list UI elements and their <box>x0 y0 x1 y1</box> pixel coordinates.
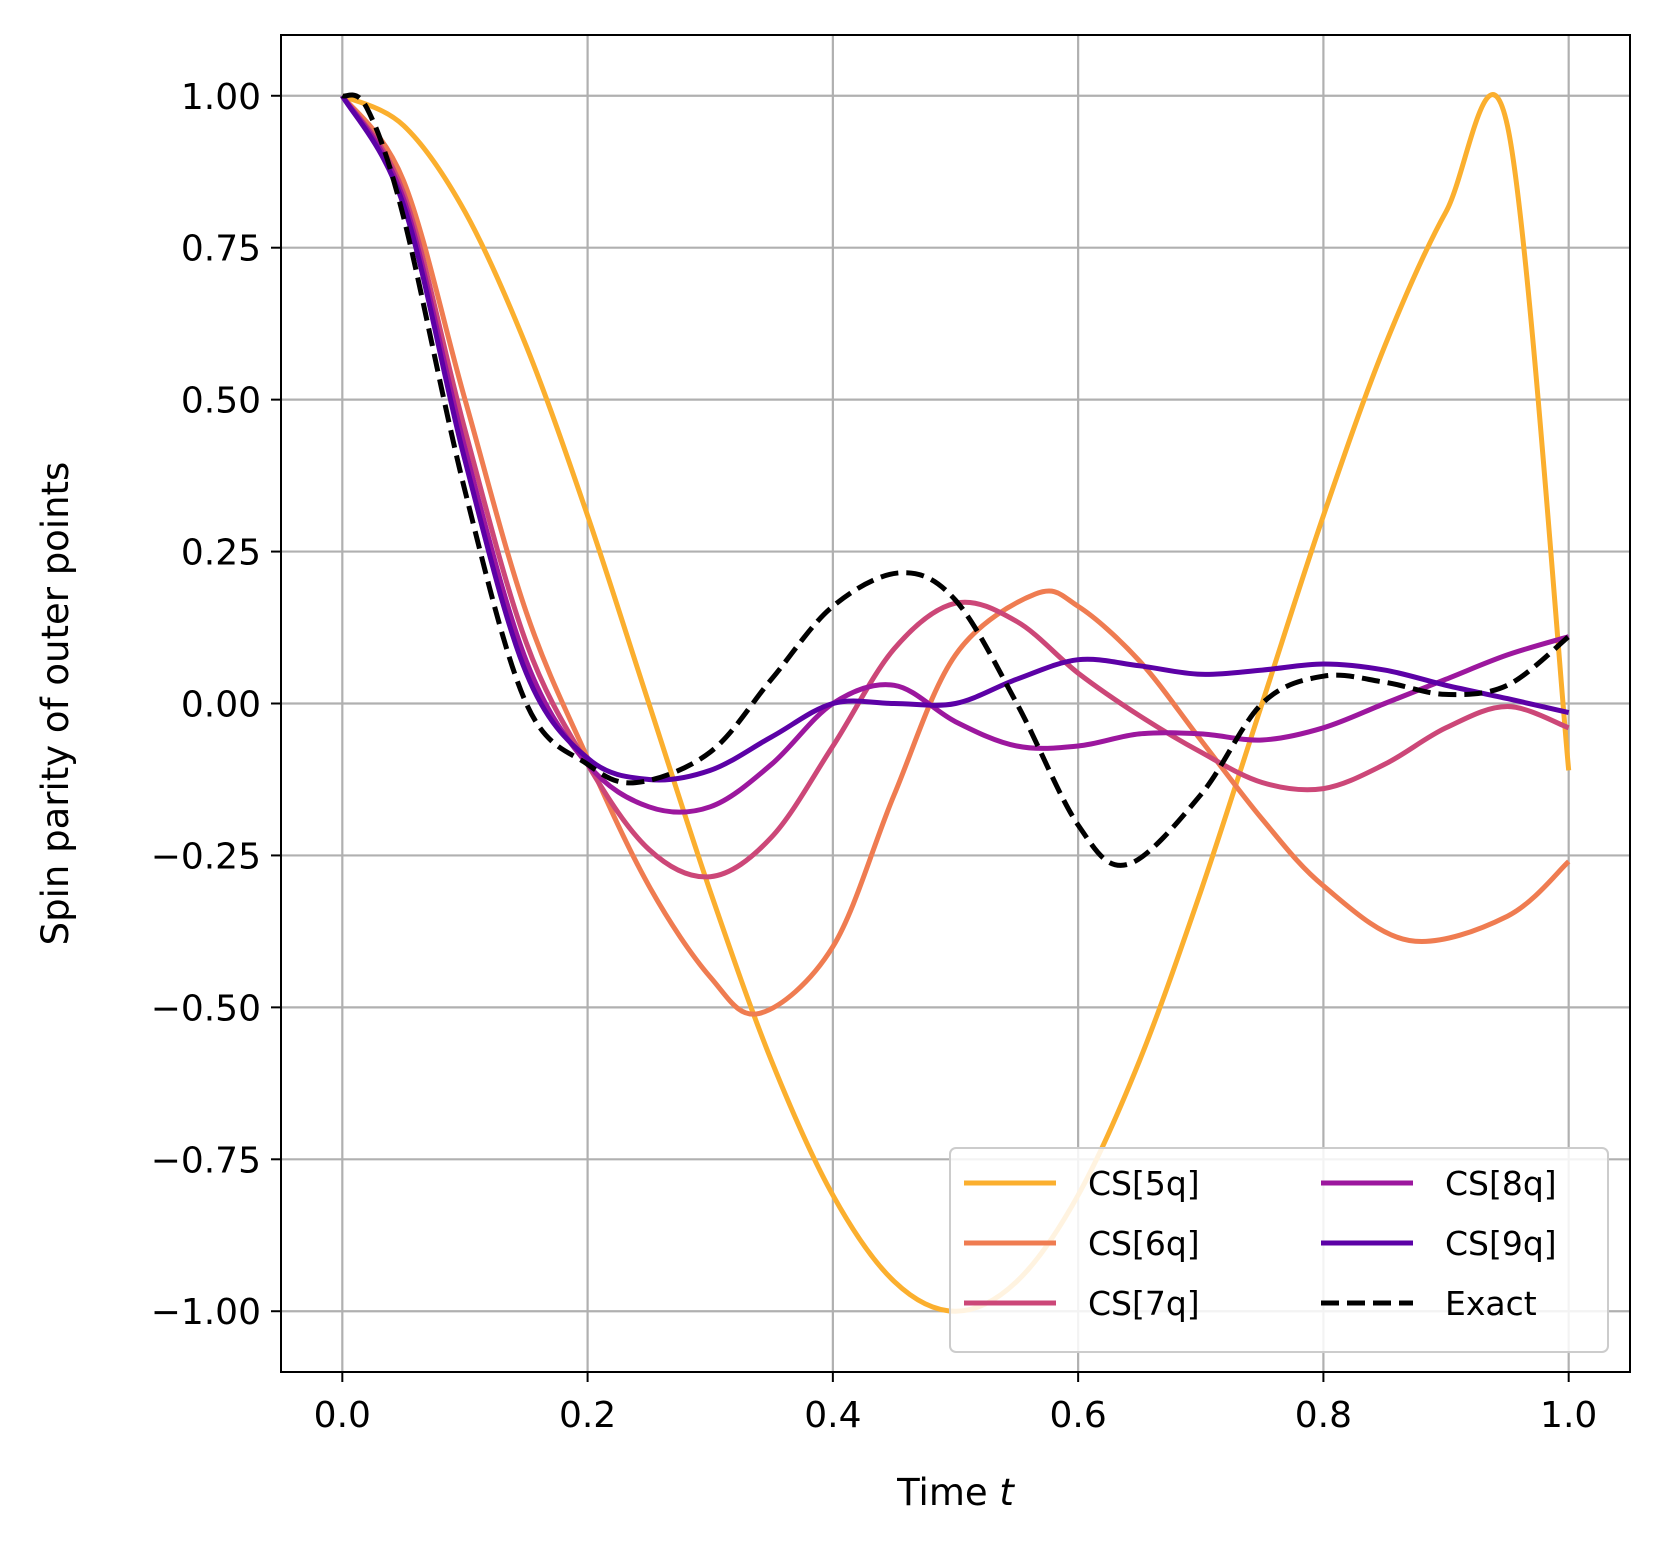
y-tick-label: 1.00 <box>181 77 261 118</box>
y-tick-label: −1.00 <box>151 1292 261 1333</box>
series-line-cs-8q <box>340 94 1570 815</box>
legend: CS[5q] CS[6q] CS[7q] CS[8q] CS[9q] Exact <box>949 1147 1609 1353</box>
y-tick-label: 0.75 <box>181 229 261 270</box>
y-tick-label: 0.00 <box>181 685 261 726</box>
legend-label-cs-6q: CS[6q] <box>1088 1224 1200 1263</box>
x-tick-label: 1.0 <box>1540 1395 1597 1436</box>
y-tick-label: 0.25 <box>181 533 261 574</box>
legend-label-cs-9q: CS[9q] <box>1445 1224 1557 1263</box>
series-line-exact <box>341 92 1571 868</box>
x-tick-label: 0.4 <box>804 1395 861 1436</box>
legend-label-exact: Exact <box>1445 1284 1537 1323</box>
legend-label-cs-7q: CS[7q] <box>1088 1284 1200 1323</box>
series-line-cs-6q <box>340 94 1571 1017</box>
legend-box <box>949 1147 1609 1353</box>
y-tick-label: −0.50 <box>151 988 261 1029</box>
x-tick-label: 0.6 <box>1050 1395 1107 1436</box>
y-tick-label: −0.75 <box>151 1140 261 1181</box>
y-axis-label: Spin parity of outer points <box>34 462 77 946</box>
series-line-cs-7q <box>340 94 1570 880</box>
x-axis-label: Time t <box>896 1471 1015 1514</box>
y-tick-label: −0.25 <box>151 836 261 877</box>
x-tick-label: 0.8 <box>1295 1395 1352 1436</box>
y-tick-label: 0.50 <box>181 381 261 422</box>
x-tick-label: 0.0 <box>314 1395 371 1436</box>
legend-label-cs-5q: CS[5q] <box>1088 1164 1200 1203</box>
axis-ticks: 0.0 0.2 0.4 0.6 0.8 1.0 1.00 0.75 0.50 0.25 0.00 −0… <box>151 77 1598 1436</box>
series-line-cs-9q <box>340 94 1570 783</box>
legend-label-cs-8q: CS[8q] <box>1445 1164 1557 1203</box>
x-tick-label: 0.2 <box>559 1395 616 1436</box>
